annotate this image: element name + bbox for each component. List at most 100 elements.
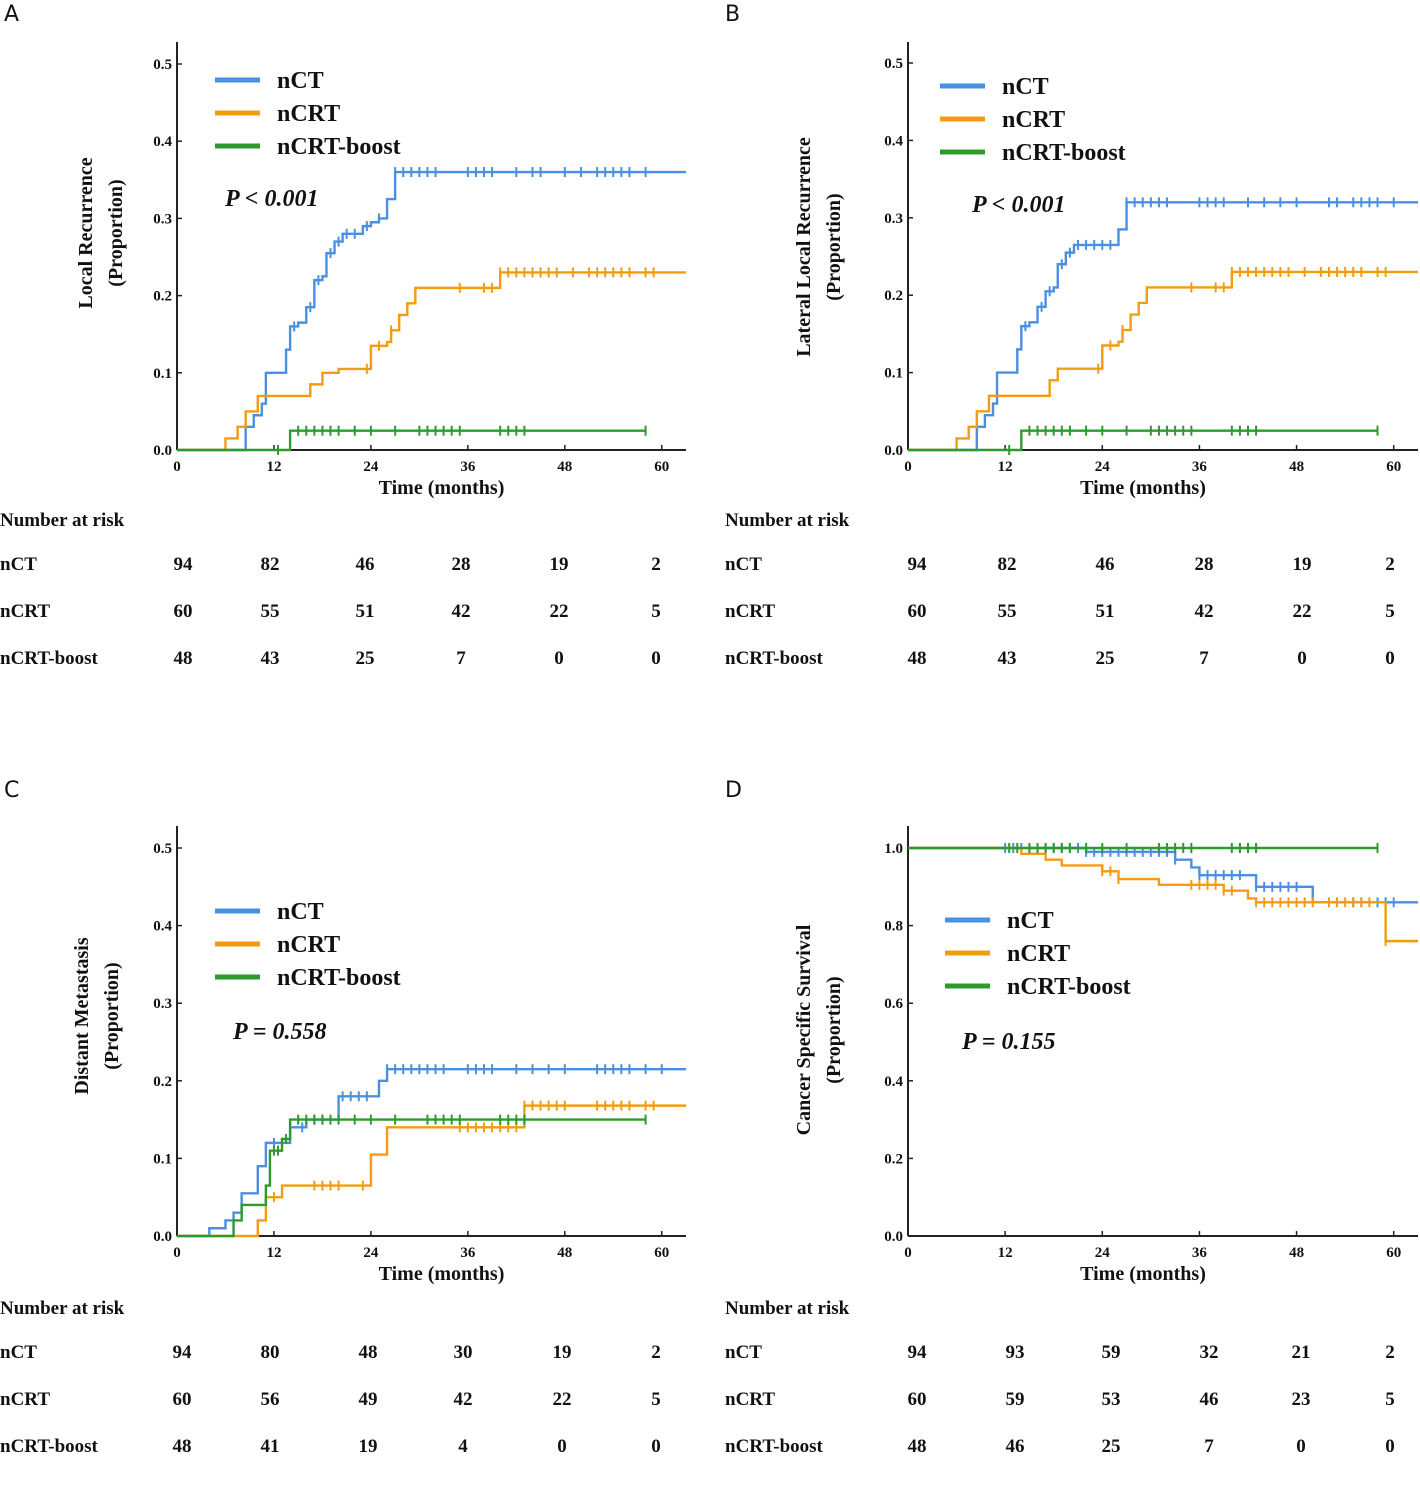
risk-value: 43 xyxy=(260,648,280,669)
risk-row: nCRT-boost 48 41 19 4 0 0 xyxy=(0,1436,710,1460)
risk-value: 19 xyxy=(358,1436,378,1457)
risk-row: nCRT 60 59 53 46 23 5 xyxy=(725,1389,1420,1413)
risk-value: 0 xyxy=(1296,1436,1306,1457)
risk-value: 7 xyxy=(1204,1436,1214,1457)
x-tick-label: 36 xyxy=(1192,1245,1208,1261)
risk-value: 55 xyxy=(260,601,280,622)
risk-value: 51 xyxy=(355,601,375,622)
x-tick-label: 60 xyxy=(654,459,669,475)
risk-row: nCT 94 80 48 30 19 2 xyxy=(0,1342,710,1366)
x-axis-label: Time (months) xyxy=(1080,477,1206,499)
risk-value: 19 xyxy=(1292,554,1312,575)
x-axis-label: Time (months) xyxy=(379,477,505,499)
series-line-nCT xyxy=(177,170,686,452)
risk-value: 25 xyxy=(1095,648,1115,669)
risk-value: 7 xyxy=(456,648,466,669)
x-tick-label: 36 xyxy=(1192,459,1208,475)
risk-value: 5 xyxy=(1385,601,1395,622)
p-value: P < 0.001 xyxy=(971,192,1065,218)
x-tick-label: 60 xyxy=(1386,459,1401,475)
chart-b: 0 12 24 36 48 60 0.0 0.1 0.2 0.3 0.4 0.5 Time (month… xyxy=(793,42,1418,499)
x-tick-label: 36 xyxy=(460,459,476,475)
risk-value: 93 xyxy=(1005,1342,1025,1363)
x-tick-label: 60 xyxy=(654,1245,669,1261)
series-line-nCRT xyxy=(908,270,1418,452)
risk-value: 0 xyxy=(557,1436,567,1457)
x-tick-label: 36 xyxy=(460,1245,476,1261)
risk-table-title: Number at risk xyxy=(725,1298,850,1319)
y-axis-label: Local Recurrence (Proportion) xyxy=(75,157,127,308)
y-tick-label: 0.1 xyxy=(153,1151,172,1167)
x-tick-label: 24 xyxy=(363,1245,379,1261)
risk-value: 0 xyxy=(651,648,661,669)
x-tick-label: 0 xyxy=(173,1245,181,1261)
risk-row-label: nCRT xyxy=(725,1389,776,1410)
risk-value: 28 xyxy=(1194,554,1214,575)
risk-value: 30 xyxy=(453,1342,473,1363)
x-axis-label: Time (months) xyxy=(379,1263,505,1285)
y-axis-label-line2: (Proportion) xyxy=(101,962,123,1069)
risk-value: 60 xyxy=(907,1389,927,1410)
x-tick-label: 48 xyxy=(557,1245,572,1261)
panel-letter: A xyxy=(4,2,20,27)
risk-value: 48 xyxy=(173,648,193,669)
risk-row-label: nCT xyxy=(725,554,762,575)
risk-value: 28 xyxy=(451,554,471,575)
risk-value: 46 xyxy=(1005,1436,1025,1457)
risk-value: 60 xyxy=(173,601,193,622)
y-tick-label: 0.2 xyxy=(153,289,172,305)
y-axis-label-line1: Distant Metastasis xyxy=(71,937,93,1094)
y-tick-label: 0.0 xyxy=(153,1229,172,1245)
legend-label-nCRT-boost: nCRT-boost xyxy=(277,965,401,991)
risk-row-label: nCT xyxy=(0,554,37,575)
risk-table-title: Number at risk xyxy=(0,1298,125,1319)
y-tick-label: 0.5 xyxy=(884,56,903,72)
risk-value: 49 xyxy=(358,1389,378,1410)
x-tick-label: 48 xyxy=(1289,1245,1304,1261)
risk-row: nCRT 60 56 49 42 22 5 xyxy=(0,1389,710,1413)
risk-value: 22 xyxy=(1292,601,1312,622)
risk-row-label: nCRT-boost xyxy=(0,1436,98,1457)
panel-d: 0 12 24 36 48 60 0.0 0.2 0.4 0.6 0.8 1.0 Time (month… xyxy=(725,776,1420,1502)
p-value: P = 0.558 xyxy=(232,1019,326,1045)
risk-value: 0 xyxy=(1297,648,1307,669)
series-line-nCT xyxy=(908,201,1418,452)
legend-label-nCT: nCT xyxy=(1007,908,1054,934)
chart-c: 0 12 24 36 48 60 0.0 0.1 0.2 0.3 0.4 0.5 Time (month… xyxy=(71,826,686,1285)
y-tick-label: 0.2 xyxy=(884,1151,903,1167)
risk-value: 60 xyxy=(907,601,927,622)
x-tick-label: 48 xyxy=(557,459,572,475)
x-tick-label: 0 xyxy=(173,459,181,475)
risk-row: nCRT-boost 48 46 25 7 0 0 xyxy=(725,1436,1420,1460)
risk-row-label: nCRT xyxy=(725,601,776,622)
risk-value: 19 xyxy=(549,554,569,575)
y-tick-label: 1.0 xyxy=(884,841,903,857)
legend-label-nCRT: nCRT xyxy=(1007,941,1070,967)
risk-value: 60 xyxy=(172,1389,192,1410)
panel-c: 0 12 24 36 48 60 0.0 0.1 0.2 0.3 0.4 0.5 Time (month… xyxy=(0,776,710,1502)
risk-value: 43 xyxy=(997,648,1017,669)
y-axis-label-line1: Local Recurrence xyxy=(75,157,97,308)
y-tick-label: 0.4 xyxy=(153,919,172,935)
y-tick-label: 0.5 xyxy=(153,57,172,73)
p-value: P < 0.001 xyxy=(224,186,318,212)
x-tick-label: 24 xyxy=(1095,459,1111,475)
y-tick-label: 0.6 xyxy=(884,996,903,1012)
legend-label-nCRT-boost: nCRT-boost xyxy=(277,134,401,160)
risk-value: 0 xyxy=(1385,1436,1395,1457)
risk-value: 55 xyxy=(997,601,1017,622)
y-tick-label: 0.4 xyxy=(153,134,172,150)
risk-row: nCRT 60 55 51 42 22 5 xyxy=(725,601,1420,625)
y-tick-label: 0.1 xyxy=(884,366,903,382)
risk-value: 22 xyxy=(549,601,569,622)
y-tick-label: 0.0 xyxy=(884,443,903,459)
risk-row: nCRT-boost 48 43 25 7 0 0 xyxy=(0,648,710,672)
risk-value: 32 xyxy=(1199,1342,1219,1363)
risk-value: 0 xyxy=(651,1436,661,1457)
risk-value: 2 xyxy=(1385,1342,1395,1363)
risk-value: 46 xyxy=(355,554,375,575)
y-axis-label: Lateral Local Recurrence (Proportion) xyxy=(793,137,845,357)
x-tick-label: 48 xyxy=(1289,459,1304,475)
risk-value: 94 xyxy=(173,554,193,575)
risk-value: 82 xyxy=(997,554,1017,575)
